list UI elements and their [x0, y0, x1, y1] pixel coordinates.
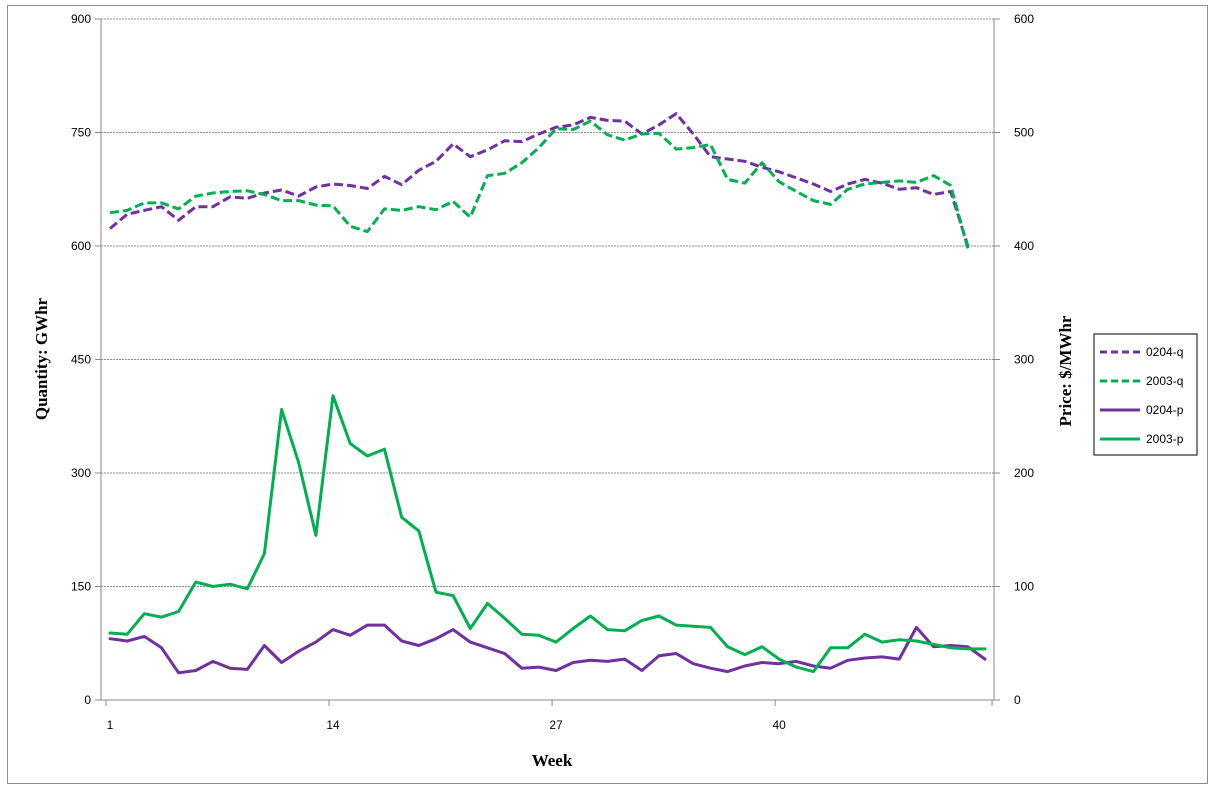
y-left-tick-label: 0 — [84, 693, 91, 707]
x-tick-label: 40 — [772, 718, 786, 732]
y-right-tick-label: 400 — [1014, 239, 1034, 253]
legend-box — [1093, 333, 1198, 456]
legend-label: 0204-p — [1146, 403, 1184, 417]
y-right-tick-label: 500 — [1014, 126, 1034, 140]
y-left-tick-label: 900 — [71, 12, 91, 26]
series-line-0204-q — [109, 112, 970, 247]
x-axis-title: Week — [532, 751, 573, 770]
grid-lines — [101, 18, 994, 587]
legend: 0204-q 2003-q 0204-p 2003-p — [1093, 333, 1198, 456]
y-right-tick-label: 100 — [1014, 580, 1034, 594]
x-tick-label: 1 — [107, 718, 114, 732]
y-left-tick-label: 300 — [71, 466, 91, 480]
legend-label: 0204-q — [1146, 345, 1183, 359]
legend-label: 2003-q — [1146, 374, 1183, 388]
series-line-2003-q — [109, 119, 970, 249]
y-left-tick-label: 150 — [71, 580, 91, 594]
series-lines — [108, 112, 987, 675]
series-line-2003-p — [108, 394, 987, 674]
y-right-tick-label: 0 — [1014, 693, 1021, 707]
legend-label: 2003-p — [1146, 432, 1184, 446]
y-left-tick-label: 600 — [71, 239, 91, 253]
y-right-tick-label: 600 — [1014, 12, 1034, 26]
y-axis-right-title: Price: $/MWhr — [1056, 315, 1075, 426]
axes: 0 150 300 450 600 750 900 0 100 200 300 400 500 600 1 1… — [71, 12, 1034, 732]
y-right-tick-label: 200 — [1014, 466, 1034, 480]
series-line-0204-p — [108, 623, 987, 675]
y-left-tick-label: 450 — [71, 353, 91, 367]
y-right-tick-label: 300 — [1014, 353, 1034, 367]
y-left-tick-label: 750 — [71, 126, 91, 140]
y-axis-left-title: Quantity: GWhr — [32, 297, 51, 420]
x-tick-label: 14 — [326, 718, 340, 732]
x-tick-label: 27 — [549, 718, 563, 732]
